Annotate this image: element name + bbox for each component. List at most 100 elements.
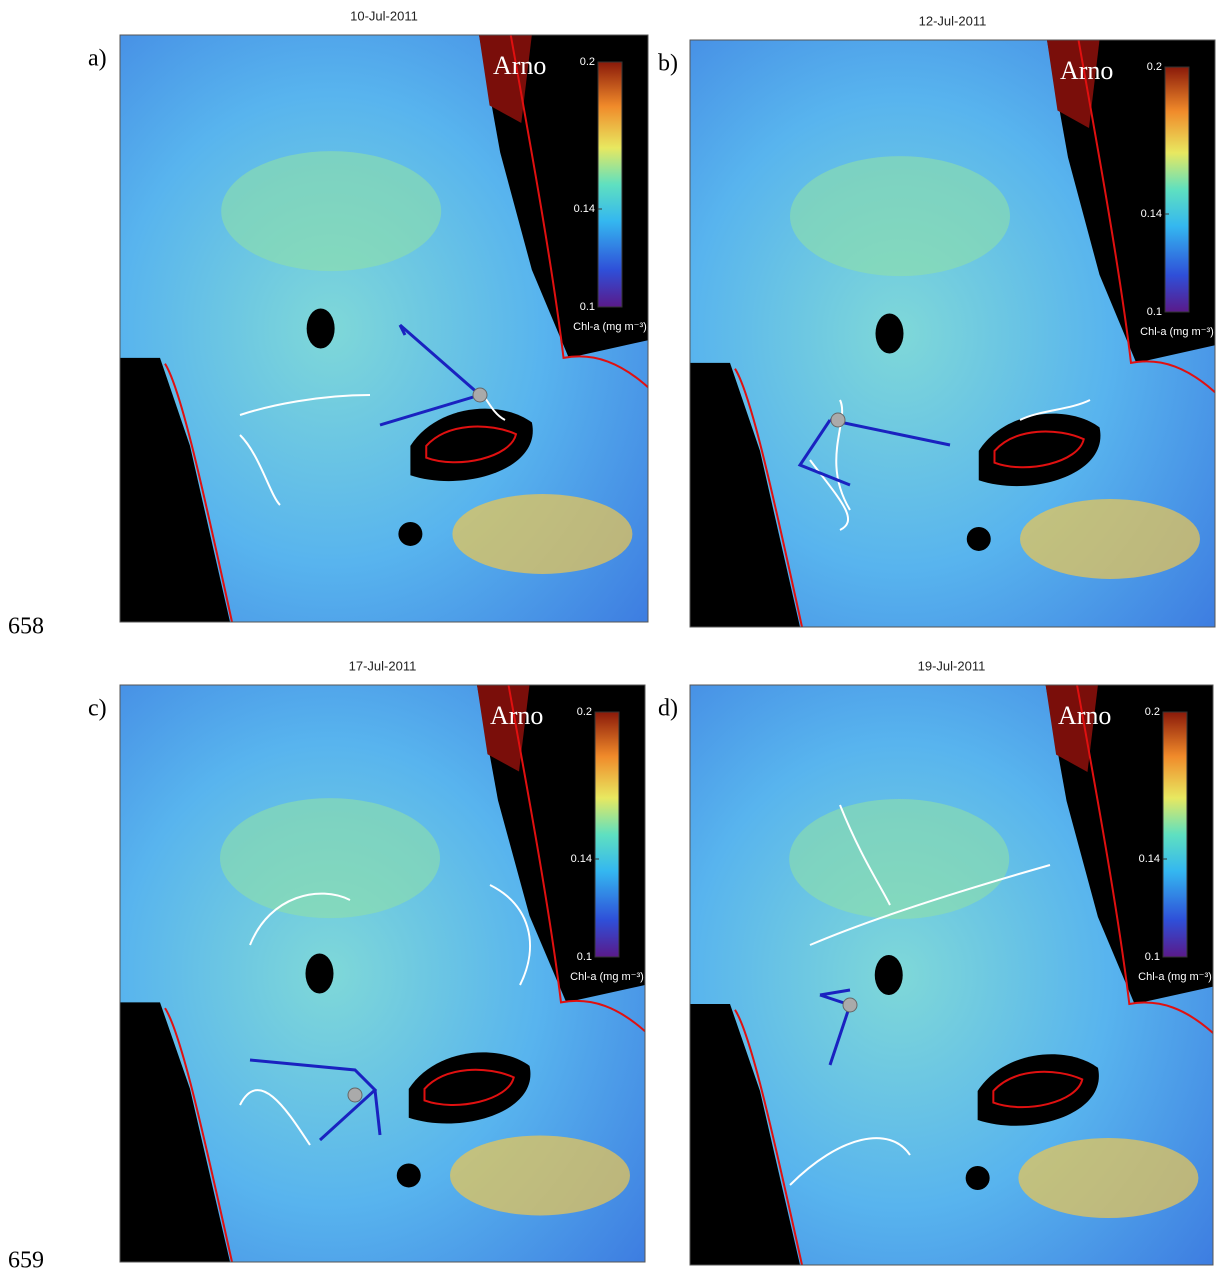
panel-date: 12-Jul-2011 [919, 13, 987, 28]
drifter-track [249, 892, 351, 946]
colorbar-tick-label: 0.2 [1145, 706, 1160, 718]
drifter-track [489, 884, 531, 986]
colorbar-tick-label: 0.14 [1141, 208, 1162, 220]
drifter-track [239, 1089, 311, 1146]
land [690, 1004, 800, 1265]
colorbar-tick-label: 0.14 [1139, 853, 1160, 865]
island-coast [992, 1070, 1084, 1109]
colorbar-tick-label: 0.14 [574, 203, 595, 215]
islet [306, 308, 335, 349]
map-frame [689, 684, 1214, 1266]
map [120, 35, 648, 622]
drifter-track [239, 394, 371, 416]
panel-date: 17-Jul-2011 [349, 658, 417, 673]
place-label: Arno [1058, 701, 1111, 730]
chl-patch [1018, 1138, 1199, 1218]
island [410, 408, 533, 482]
island [977, 1054, 1099, 1126]
colorbar-label: Chl-a (mg m⁻³) [1140, 326, 1214, 338]
drifter-track [239, 434, 281, 506]
land [120, 357, 230, 622]
map [690, 40, 1215, 627]
panel-date: 10-Jul-2011 [350, 8, 418, 23]
colorbar-tick-label: 0.2 [577, 706, 592, 718]
chl-patch [221, 151, 442, 272]
chl-patch [790, 156, 1010, 277]
chl-patch [1020, 498, 1200, 579]
islet [396, 1163, 421, 1188]
transect [373, 1089, 382, 1136]
station [472, 387, 488, 403]
transect [829, 418, 951, 447]
river-plume [479, 35, 532, 124]
island-coast [993, 430, 1085, 469]
river-plume [1047, 40, 1100, 129]
chl-patch [220, 798, 440, 919]
land [120, 1002, 230, 1262]
islet [966, 526, 991, 551]
line-number: 658 [8, 614, 44, 640]
colorbar-tick-label: 0.2 [1147, 61, 1162, 73]
place-label: Arno [490, 701, 543, 730]
coastline [164, 35, 648, 622]
line-number: 659 [8, 1248, 44, 1270]
coastline [734, 685, 1213, 1265]
colorbar-label: Chl-a (mg m⁻³) [570, 971, 644, 983]
chl-patch [789, 799, 1010, 919]
station [830, 412, 846, 428]
colorbar [597, 61, 623, 308]
chl-patch [452, 493, 633, 574]
station [347, 1087, 363, 1103]
colorbar [1162, 711, 1188, 958]
drifter-track [839, 804, 891, 906]
drifter-track [1019, 399, 1091, 421]
panel-label: a) [88, 46, 107, 72]
colorbar-tick-label: 0.1 [580, 301, 595, 313]
map-frame [689, 39, 1216, 628]
colorbar-tick-label: 0.1 [1147, 306, 1162, 318]
map [120, 685, 645, 1262]
drifter-track [835, 399, 851, 511]
island-coast [425, 425, 518, 464]
drifter-track [789, 1137, 911, 1186]
coastline [164, 685, 645, 1262]
transect [797, 419, 851, 487]
colorbar-label: Chl-a (mg m⁻³) [573, 321, 647, 333]
colorbar-tick-label: 0.14 [571, 853, 592, 865]
place-label: Arno [493, 51, 546, 80]
panel-label: c) [88, 696, 107, 722]
place-label: Arno [1060, 56, 1113, 85]
colorbar [594, 711, 620, 958]
river-plume [1045, 685, 1098, 772]
islet [874, 955, 903, 995]
colorbar [1164, 66, 1190, 313]
river-plume [477, 685, 530, 772]
colorbar-tick-label: 0.1 [1145, 951, 1160, 963]
transect [398, 324, 407, 336]
islet [965, 1166, 990, 1190]
map [690, 685, 1213, 1265]
panel-label: d) [658, 696, 678, 722]
coastline [734, 40, 1215, 627]
colorbar-label: Chl-a (mg m⁻³) [1138, 971, 1212, 983]
land [690, 362, 800, 627]
island-coast [423, 1068, 515, 1106]
map-frame [119, 34, 649, 623]
islet [305, 953, 334, 994]
panel-label: b) [658, 51, 678, 77]
islet [875, 313, 904, 354]
colorbar-tick-label: 0.2 [580, 56, 595, 68]
map-frame [119, 684, 646, 1263]
chl-patch [450, 1135, 630, 1216]
island [978, 413, 1101, 487]
colorbar-tick-label: 0.1 [577, 951, 592, 963]
island [408, 1052, 531, 1124]
islet [398, 521, 423, 546]
transect [249, 1058, 378, 1142]
transect [819, 988, 851, 997]
station [842, 997, 858, 1013]
drifter-track [809, 864, 1051, 946]
panel-date: 19-Jul-2011 [918, 658, 986, 673]
